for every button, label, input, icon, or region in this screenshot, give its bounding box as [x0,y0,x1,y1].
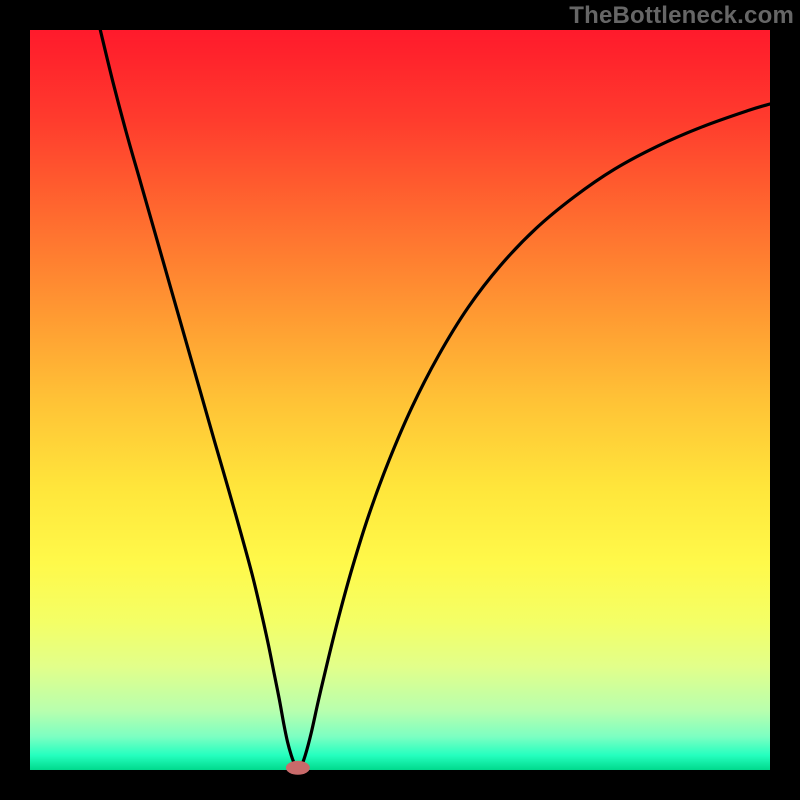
plot-area [30,30,770,770]
chart-container: TheBottleneck.com [0,0,800,800]
bottleneck-curve-chart [0,0,800,800]
optimal-point-marker [286,761,310,775]
watermark-label: TheBottleneck.com [569,2,794,30]
